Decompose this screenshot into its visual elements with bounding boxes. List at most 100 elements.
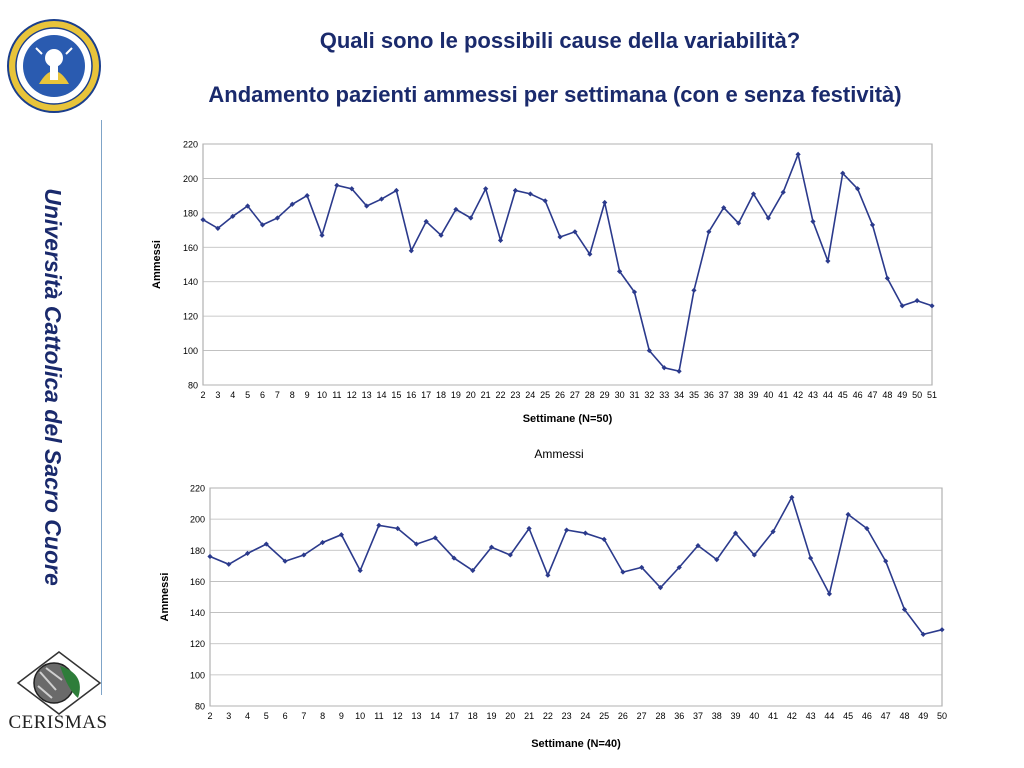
x-tick-label: 22 <box>543 711 553 721</box>
x-tick-label: 18 <box>468 711 478 721</box>
data-point <box>572 229 578 235</box>
y-axis-label: Ammessi <box>151 240 163 289</box>
x-tick-label: 16 <box>406 390 416 400</box>
data-point <box>939 627 945 633</box>
y-tick-label: 180 <box>190 546 205 556</box>
data-point <box>423 218 429 225</box>
x-tick-label: 42 <box>793 390 803 400</box>
x-tick-label: 19 <box>487 711 497 721</box>
page-title: Quali sono le possibili cause della vari… <box>319 28 801 53</box>
data-point <box>395 525 401 532</box>
data-point <box>468 215 474 221</box>
x-tick-label: 7 <box>275 390 280 400</box>
x-tick-label: 36 <box>704 390 714 400</box>
x-tick-label: 6 <box>260 390 265 400</box>
data-point <box>780 189 786 195</box>
data-point <box>750 191 757 197</box>
data-point <box>349 186 355 192</box>
x-tick-label: 21 <box>524 711 534 721</box>
data-point <box>795 151 801 157</box>
x-tick-label: 46 <box>862 711 872 721</box>
x-tick-label: 28 <box>585 390 595 400</box>
x-tick-label: 48 <box>899 711 909 721</box>
data-point <box>364 203 370 209</box>
y-tick-label: 200 <box>183 174 198 184</box>
x-tick-label: 5 <box>264 711 269 721</box>
x-tick-label: 18 <box>436 390 446 400</box>
x-tick-label: 2 <box>200 390 205 400</box>
x-tick-label: 34 <box>674 390 684 400</box>
data-point <box>929 303 935 309</box>
x-tick-label: 39 <box>731 711 741 721</box>
data-point <box>453 206 459 213</box>
data-point <box>706 229 712 235</box>
cerismas-label: CERISMAS <box>8 712 108 733</box>
x-tick-label: 37 <box>719 390 729 400</box>
university-seal-logo <box>7 19 101 113</box>
data-point <box>855 186 861 192</box>
data-point <box>245 203 251 209</box>
x-tick-label: 10 <box>317 390 327 400</box>
x-tick-label: 8 <box>290 390 295 400</box>
data-point <box>215 225 221 231</box>
x-tick-label: 3 <box>226 711 231 721</box>
data-point <box>526 525 532 532</box>
x-tick-label: 13 <box>411 711 421 721</box>
y-tick-label: 200 <box>190 515 205 525</box>
data-point <box>207 553 213 560</box>
x-tick-label: 41 <box>768 711 778 721</box>
plot-area <box>209 487 943 707</box>
x-tick-label: 23 <box>510 390 520 400</box>
data-point <box>274 215 280 221</box>
x-tick-label: 49 <box>897 390 907 400</box>
x-tick-label: 36 <box>674 711 684 721</box>
x-tick-label: 5 <box>245 390 250 400</box>
data-point <box>542 198 548 204</box>
x-tick-label: 45 <box>838 390 848 400</box>
x-tick-label: 10 <box>355 711 365 721</box>
x-tick-label: 32 <box>644 390 654 400</box>
x-tick-label: 31 <box>629 390 639 400</box>
x-tick-label: 4 <box>230 390 235 400</box>
x-tick-label: 43 <box>808 390 818 400</box>
data-point <box>751 552 757 558</box>
x-axis-label: Settimane (N=40) <box>531 738 621 750</box>
x-tick-label: 50 <box>912 390 922 400</box>
series-line <box>209 495 943 636</box>
x-tick-label: 22 <box>496 390 506 400</box>
x-tick-label: 17 <box>449 711 459 721</box>
x-tick-label: 25 <box>599 711 609 721</box>
x-tick-label: 11 <box>374 711 383 721</box>
data-point <box>200 217 206 223</box>
y-tick-label: 140 <box>183 277 198 287</box>
data-point <box>451 555 457 561</box>
data-point <box>601 536 607 542</box>
x-tick-label: 44 <box>824 711 834 721</box>
y-tick-label: 100 <box>190 670 205 680</box>
x-tick-label: 46 <box>853 390 863 400</box>
x-tick-label: 20 <box>466 390 476 400</box>
x-tick-label: 14 <box>430 711 440 721</box>
data-point <box>557 234 563 240</box>
x-tick-label: 7 <box>301 711 306 721</box>
data-point <box>408 248 414 254</box>
x-tick-label: 24 <box>580 711 590 721</box>
x-tick-label: 48 <box>882 390 892 400</box>
x-tick-label: 42 <box>787 711 797 721</box>
university-name: Università Cattolica del Sacro Cuore <box>40 188 66 586</box>
y-tick-label: 100 <box>183 346 198 356</box>
data-point <box>901 606 908 613</box>
x-tick-label: 15 <box>391 390 401 400</box>
x-tick-label: 26 <box>618 711 628 721</box>
x-tick-label: 8 <box>320 711 325 721</box>
x-tick-label: 40 <box>763 390 773 400</box>
x-tick-label: 23 <box>562 711 572 721</box>
x-tick-label: 38 <box>734 390 744 400</box>
x-tick-label: 26 <box>555 390 565 400</box>
x-tick-label: 21 <box>481 390 491 400</box>
x-tick-label: 30 <box>615 390 625 400</box>
x-tick-label: 12 <box>347 390 357 400</box>
x-tick-label: 17 <box>421 390 431 400</box>
